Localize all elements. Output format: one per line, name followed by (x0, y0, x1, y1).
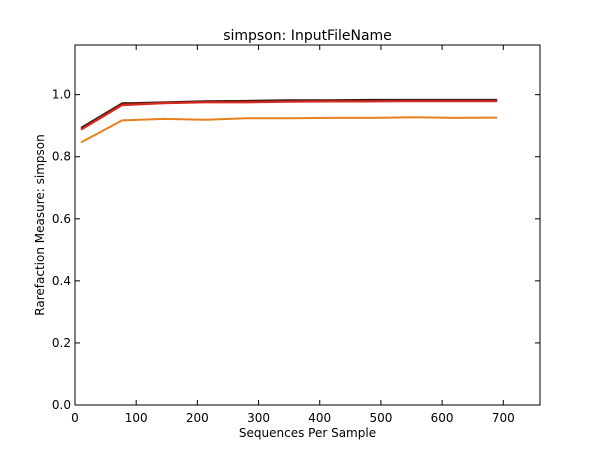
x-tick-label: 400 (308, 411, 331, 425)
y-tick-label: 0.2 (52, 336, 71, 350)
y-tick-label: 0.0 (52, 398, 71, 412)
series-red-line (80, 100, 498, 131)
plot-frame (74, 44, 541, 406)
ticks-layer: 0 100 200 300 400 500 600 700 0.0 0.2 0.4 0.6 0.8 1.0 (52, 45, 540, 425)
x-tick-label: 500 (369, 411, 392, 425)
y-tick-label: 0.4 (52, 274, 71, 288)
x-tick-label: 700 (492, 411, 515, 425)
y-tick-label: 1.0 (52, 88, 71, 102)
x-tick-label: 100 (125, 411, 148, 425)
y-tick-label: 0.6 (52, 212, 71, 226)
series-orange-line (80, 116, 498, 144)
y-tick-label: 0.8 (52, 150, 71, 164)
chart-title: simpson: InputFileName (223, 28, 392, 44)
x-tick-label: 300 (247, 411, 270, 425)
x-axis-label: Sequences Per Sample (239, 426, 376, 440)
x-tick-label: 200 (186, 411, 209, 425)
x-tick-label: 0 (71, 411, 79, 425)
y-axis-label: Rarefaction Measure: simpson (33, 134, 47, 315)
series-layer (80, 98, 498, 144)
x-tick-label: 600 (431, 411, 454, 425)
plot-area (75, 45, 540, 405)
